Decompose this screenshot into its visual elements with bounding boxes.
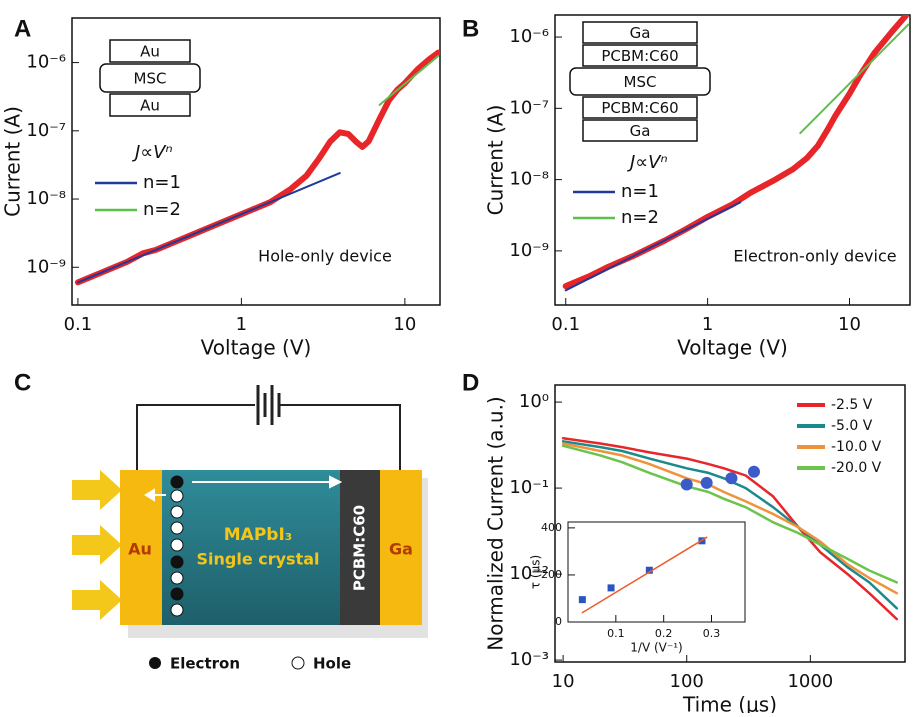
y-axis-title: Current (A)	[484, 105, 508, 216]
layer-label: MSC	[624, 73, 657, 91]
device-diagram: C Au MAPbI₃ Single crystal PCBM:C60 Ga E…	[14, 369, 428, 672]
crystal	[162, 470, 340, 625]
wire	[137, 405, 255, 470]
battery	[258, 385, 279, 425]
legend-label: -5.0 V	[831, 418, 873, 434]
legend-label: -20.0 V	[831, 460, 882, 476]
y-axis-title: Current (A)	[1, 106, 25, 217]
y-tick-label: 10⁻³	[509, 649, 549, 670]
marker	[725, 472, 737, 484]
legend-label: Hole	[313, 655, 351, 673]
chart: 0.1 0.2 0.3 0 200 400 1/V (V⁻¹) τ (μs)	[529, 521, 746, 655]
layer-label: Ga	[630, 24, 651, 42]
panel-label: A	[14, 15, 31, 42]
inset-background	[568, 522, 745, 622]
figure: A B D C Au MAPbI₃ Single crystal PCBM:C6…	[0, 0, 913, 713]
panel-label: D	[462, 369, 479, 396]
legend-title: J∝Vⁿ	[627, 152, 668, 173]
chart: 0.1 1 10 10⁻⁹ 10⁻⁸ 10⁻⁷ 10⁻⁶ Voltage (V) Current…	[484, 15, 911, 360]
point	[608, 584, 615, 591]
marker	[681, 479, 693, 491]
series-line	[78, 173, 340, 282]
layer-label: PCBM:C60	[601, 99, 678, 117]
y-tick-label: 10⁻¹	[509, 477, 549, 498]
legend-label: n=1	[143, 172, 181, 193]
legend-swatch	[149, 657, 161, 669]
x-tick-label: 1	[236, 314, 247, 335]
point	[579, 596, 586, 603]
x-tick-label: 10	[552, 671, 575, 692]
legend-label: -10.0 V	[831, 439, 882, 455]
x-axis-title: Time (μs)	[682, 693, 777, 714]
x-tick-label: 0.1	[64, 314, 93, 335]
carriers	[171, 476, 183, 616]
y-tick-label: 0	[555, 615, 562, 628]
y-tick-label: 10⁻⁷	[26, 120, 66, 141]
x-tick-label: 1	[702, 314, 713, 335]
x-tick-label: 0.1	[607, 627, 625, 640]
annotation: Hole-only device	[258, 247, 392, 266]
y-tick-label: 10⁻⁹	[509, 240, 549, 261]
label: PCBM:C60	[351, 505, 369, 591]
y-tick-label: 10⁻⁹	[26, 256, 66, 277]
layer-label: MSC	[134, 70, 167, 88]
legend-swatch	[292, 657, 304, 669]
x-tick-label: 10	[393, 314, 416, 335]
layer-label: Au	[140, 97, 160, 115]
chart: 0.1 1 10 10⁻⁹ 10⁻⁸ 10⁻⁷ 10⁻⁶ Voltage (V) Current…	[1, 18, 441, 360]
legend-label: Electron	[170, 655, 240, 673]
series-line	[380, 56, 439, 105]
x-tick-label: 1000	[787, 671, 833, 692]
x-tick-label: 0.3	[703, 627, 721, 640]
x-axis-title: 1/V (V⁻¹)	[630, 641, 682, 655]
y-axis-title: τ (μs)	[529, 555, 543, 589]
y-tick-label: 10⁻⁷	[509, 97, 549, 118]
y-tick-label: 10⁻⁸	[26, 188, 66, 209]
marker	[701, 477, 713, 489]
layer-label: Ga	[630, 122, 651, 140]
y-tick-label: 10⁰	[519, 391, 549, 412]
wire	[280, 405, 400, 470]
x-axis-title: Voltage (V)	[201, 336, 312, 360]
legend-label: n=2	[621, 207, 659, 228]
y-tick-label: 10⁻⁶	[26, 52, 66, 73]
legend-label: n=2	[143, 199, 181, 220]
series-line	[800, 25, 908, 134]
x-tick-label: 0.2	[655, 627, 673, 640]
label: Single crystal	[196, 550, 319, 569]
y-tick-label: 10⁻⁶	[509, 26, 549, 47]
label: MAPbI₃	[224, 525, 292, 545]
x-tick-label: 0.1	[551, 314, 580, 335]
x-tick-label: 10	[838, 314, 861, 335]
panel-label: B	[462, 15, 479, 42]
label: Au	[128, 540, 152, 559]
layer-label: Au	[140, 43, 160, 61]
legend-label: -2.5 V	[831, 397, 873, 413]
y-tick-label: 10⁻⁸	[509, 169, 549, 190]
panel-label: C	[14, 369, 31, 396]
y-tick-label: 200	[541, 568, 562, 581]
y-tick-label: 400	[541, 521, 562, 534]
marker	[748, 466, 760, 478]
layer-label: PCBM:C60	[601, 47, 678, 65]
y-axis-title: Normalized Current (a.u.)	[484, 396, 508, 651]
x-tick-label: 100	[670, 671, 704, 692]
annotation: Electron-only device	[733, 247, 896, 266]
x-axis-title: Voltage (V)	[677, 336, 788, 360]
legend-title: J∝Vⁿ	[132, 142, 173, 163]
light-arrows	[72, 470, 122, 620]
label: Ga	[389, 540, 413, 559]
legend-label: n=1	[621, 181, 659, 202]
